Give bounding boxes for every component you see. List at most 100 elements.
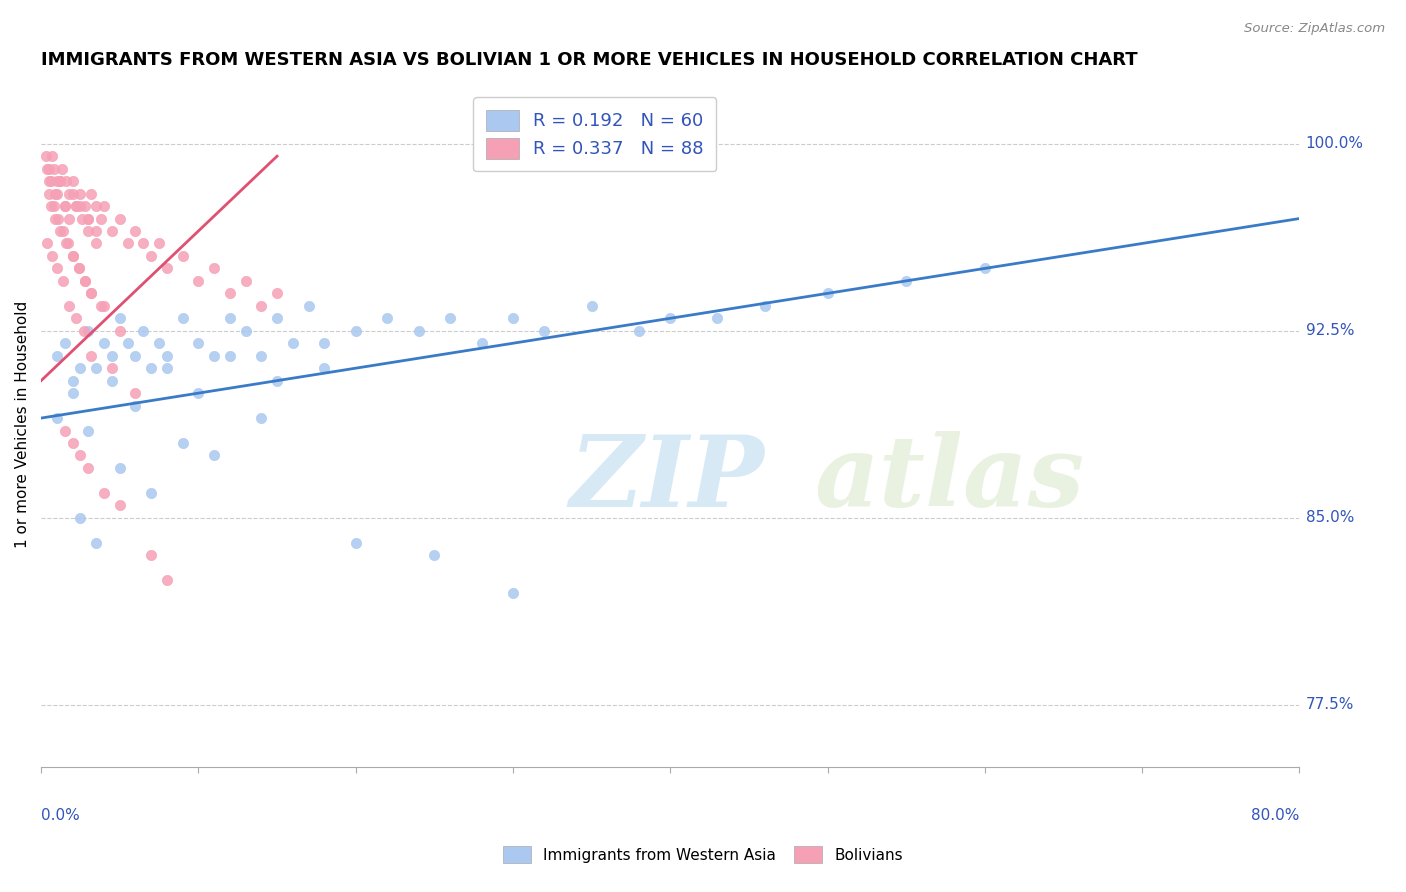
Point xyxy=(69,199,91,213)
Point xyxy=(297,299,319,313)
Point xyxy=(314,336,336,351)
Point xyxy=(38,161,60,176)
Point xyxy=(80,286,103,301)
Text: ZIP: ZIP xyxy=(569,431,765,527)
Point xyxy=(156,573,179,587)
Point xyxy=(124,224,146,238)
Text: 85.0%: 85.0% xyxy=(1306,510,1354,525)
Point xyxy=(45,261,67,276)
Point xyxy=(69,186,91,201)
Point xyxy=(375,311,398,326)
Point xyxy=(35,149,58,163)
Point xyxy=(627,324,650,338)
Point xyxy=(754,299,776,313)
Point xyxy=(124,386,146,401)
Point xyxy=(187,274,209,288)
Point xyxy=(314,361,336,376)
Point xyxy=(124,399,146,413)
Point xyxy=(69,449,91,463)
Point xyxy=(55,174,77,188)
Point xyxy=(72,324,94,338)
Point xyxy=(93,486,115,500)
Point xyxy=(581,299,603,313)
Point xyxy=(108,499,131,513)
Point xyxy=(148,236,170,251)
Point xyxy=(84,536,107,550)
Legend: R = 0.192   N = 60, R = 0.337   N = 88: R = 0.192 N = 60, R = 0.337 N = 88 xyxy=(474,97,716,171)
Point xyxy=(108,211,131,226)
Text: atlas: atlas xyxy=(815,431,1085,527)
Point xyxy=(62,249,84,263)
Point xyxy=(141,361,163,376)
Point xyxy=(58,186,80,201)
Point xyxy=(90,211,112,226)
Point xyxy=(93,199,115,213)
Point xyxy=(202,261,225,276)
Point xyxy=(250,299,273,313)
Point xyxy=(67,261,90,276)
Point xyxy=(39,174,62,188)
Point xyxy=(218,286,240,301)
Point xyxy=(93,299,115,313)
Point xyxy=(45,186,67,201)
Point xyxy=(108,324,131,338)
Point xyxy=(187,386,209,401)
Point xyxy=(58,299,80,313)
Point xyxy=(101,361,124,376)
Point xyxy=(53,424,76,438)
Point xyxy=(45,349,67,363)
Point xyxy=(48,211,70,226)
Point xyxy=(70,211,93,226)
Point xyxy=(67,261,90,276)
Point xyxy=(172,436,194,450)
Point xyxy=(80,186,103,201)
Point xyxy=(65,311,87,326)
Point xyxy=(38,174,60,188)
Point xyxy=(202,349,225,363)
Y-axis label: 1 or more Vehicles in Household: 1 or more Vehicles in Household xyxy=(15,301,30,548)
Point xyxy=(52,224,75,238)
Point xyxy=(42,161,65,176)
Point xyxy=(235,274,257,288)
Point xyxy=(218,349,240,363)
Point xyxy=(187,336,209,351)
Point xyxy=(896,274,918,288)
Point xyxy=(84,199,107,213)
Text: 92.5%: 92.5% xyxy=(1306,323,1354,338)
Point xyxy=(44,211,66,226)
Point xyxy=(49,174,72,188)
Point xyxy=(266,286,288,301)
Point xyxy=(90,299,112,313)
Point xyxy=(62,436,84,450)
Point xyxy=(108,311,131,326)
Point xyxy=(706,311,728,326)
Point xyxy=(101,349,124,363)
Point xyxy=(65,199,87,213)
Point xyxy=(77,211,100,226)
Point xyxy=(80,286,103,301)
Point xyxy=(117,336,139,351)
Point xyxy=(439,311,461,326)
Point xyxy=(45,411,67,425)
Point xyxy=(53,199,76,213)
Point xyxy=(281,336,304,351)
Point xyxy=(148,336,170,351)
Point xyxy=(141,249,163,263)
Point xyxy=(266,374,288,388)
Point xyxy=(470,336,492,351)
Point xyxy=(266,311,288,326)
Point xyxy=(659,311,682,326)
Point xyxy=(69,361,91,376)
Point xyxy=(56,236,79,251)
Point xyxy=(55,236,77,251)
Point xyxy=(108,461,131,475)
Point xyxy=(80,349,103,363)
Text: IMMIGRANTS FROM WESTERN ASIA VS BOLIVIAN 1 OR MORE VEHICLES IN HOUSEHOLD CORRELA: IMMIGRANTS FROM WESTERN ASIA VS BOLIVIAN… xyxy=(41,51,1137,69)
Point xyxy=(93,336,115,351)
Point xyxy=(156,361,179,376)
Point xyxy=(65,199,87,213)
Text: 100.0%: 100.0% xyxy=(1306,136,1364,152)
Point xyxy=(37,236,59,251)
Point xyxy=(41,249,63,263)
Point xyxy=(44,186,66,201)
